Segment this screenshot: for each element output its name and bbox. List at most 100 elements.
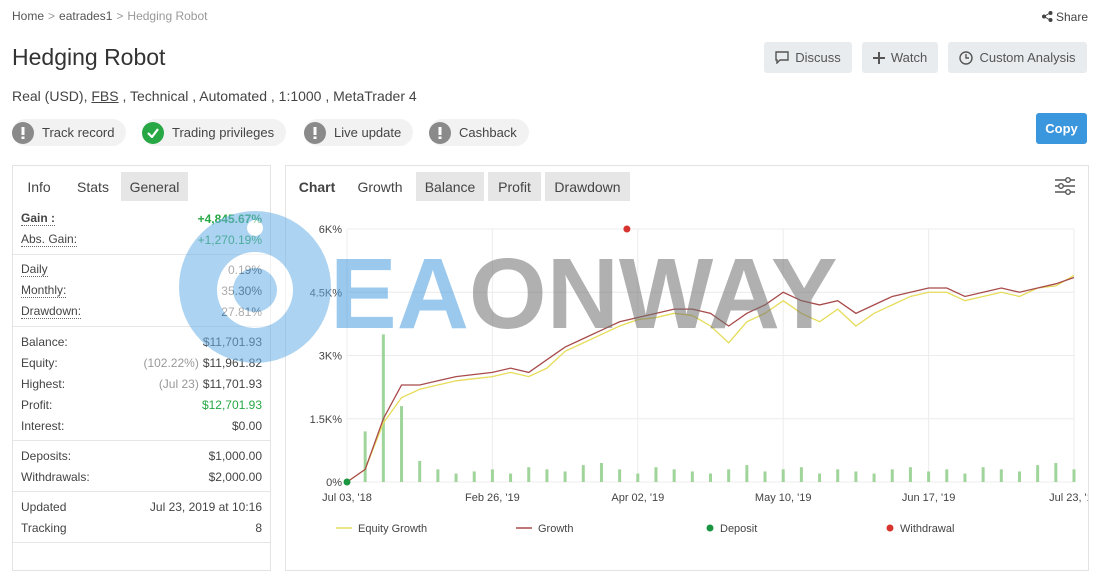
badge-label: Live update <box>334 125 402 140</box>
stats-value: $12,701.93 <box>201 397 262 412</box>
breadcrumb-item[interactable]: Home <box>12 9 45 23</box>
daily-bar <box>381 334 385 482</box>
icon <box>959 50 974 65</box>
breadcrumb-separator: > <box>116 9 124 23</box>
daily-bar <box>709 473 712 482</box>
stats-value: Jul 23, 2019 at 10:16 <box>149 499 262 514</box>
daily-bar <box>690 471 694 482</box>
stats-row: Balance: $11,701.93 <box>21 331 262 352</box>
stats-row: Profit: $12,701.93 <box>21 394 262 415</box>
stats-value: $2,000.00 <box>208 469 262 484</box>
stats-group: Balance: $11,701.93 Equity: (102.22%) $11,96… <box>13 327 270 441</box>
stats-label: Balance: <box>21 334 68 349</box>
settings-icon[interactable] <box>1054 176 1076 196</box>
stats-row: Equity: (102.22%) $11,961.82 <box>21 352 262 373</box>
tab[interactable]: Stats <box>77 178 109 195</box>
daily-bar <box>618 469 622 482</box>
daily-bar <box>1036 465 1040 482</box>
tab[interactable]: General <box>121 172 188 201</box>
account-details: , Technical , Automated , 1:1000 , MetaT… <box>122 88 417 104</box>
share-button[interactable]: Share <box>1041 10 1088 24</box>
button-label: Custom Analysis <box>979 50 1076 65</box>
page-title: Hedging Robot <box>12 44 166 70</box>
stats-value: +1,270.19% <box>197 232 262 247</box>
daily-bar <box>727 469 731 482</box>
daily-bar <box>400 406 404 482</box>
daily-bar <box>1054 463 1058 482</box>
watch-button[interactable]: Watch <box>862 42 938 73</box>
stats-row: Daily 0.19% <box>21 259 262 280</box>
status-badge: Track record <box>12 119 127 146</box>
stats-group: Daily 0.19% Monthly: 35.30% Drawdown: 27.81% <box>13 255 270 327</box>
badge-icon <box>12 121 34 144</box>
stats-label: Gain : <box>21 211 56 226</box>
stats-label: Profit: <box>21 397 53 412</box>
stats-label: Tracking <box>21 520 67 535</box>
daily-bar <box>945 469 949 482</box>
stats-value-wrap: 8 <box>255 521 262 535</box>
daily-bar <box>872 473 876 482</box>
stats-note: (Jul 23) <box>158 376 199 391</box>
stats-value: $11,701.93 <box>202 334 262 349</box>
tab[interactable]: Drawdown <box>545 172 630 201</box>
daily-bar <box>472 471 476 482</box>
account-type: Real (USD), <box>12 88 88 104</box>
daily-bar <box>999 469 1003 482</box>
broker-link[interactable]: FBS <box>91 88 119 104</box>
stats-label: Highest: <box>21 376 66 391</box>
stats-row: Interest: $0.00 <box>21 415 262 436</box>
breadcrumb-separator: > <box>48 9 56 23</box>
stats-row: Withdrawals: $2,000.00 <box>21 466 262 487</box>
stats-row: Abs. Gain: +1,270.19% <box>21 229 262 250</box>
stats-value-wrap: +1,270.19% <box>198 233 262 247</box>
stats-value-wrap: +4,845.67% <box>198 212 262 226</box>
custom-analysis-button[interactable]: Custom Analysis <box>948 42 1087 73</box>
icon <box>872 51 885 64</box>
daily-bar <box>527 467 531 482</box>
daily-bar <box>927 471 931 482</box>
stats-value: +4,845.67% <box>197 211 262 226</box>
legend-label: Equity Growth <box>358 523 427 535</box>
stats-value-wrap: Jul 23, 2019 at 10:16 <box>150 500 262 514</box>
stats-value: 0.19% <box>227 262 262 277</box>
stats-value: $11,961.82 <box>202 355 262 370</box>
y-tick-label: 4.5K% <box>310 287 343 299</box>
stats-row: Tracking 8 <box>21 517 262 538</box>
series-line <box>346 276 1075 483</box>
daily-bar <box>545 469 549 482</box>
badge-icon <box>142 121 164 144</box>
daily-bar <box>799 467 803 482</box>
stats-note: (102.22%) <box>143 355 199 370</box>
stats-row: Gain : +4,845.67% <box>21 208 262 229</box>
status-badge: Trading privileges <box>142 119 287 146</box>
discuss-button[interactable]: Discuss <box>764 42 852 73</box>
stats-value-wrap: 0.19% <box>228 263 262 277</box>
legend-marker <box>886 524 894 532</box>
tab[interactable]: Balance <box>416 172 484 201</box>
daily-bar <box>509 473 513 482</box>
copy-button[interactable]: Copy <box>1036 113 1087 144</box>
daily-bar <box>454 473 458 482</box>
daily-bar <box>436 469 440 482</box>
tab[interactable]: Info <box>27 178 51 195</box>
daily-bar <box>981 467 985 482</box>
breadcrumb-item: Hedging Robot <box>127 9 208 23</box>
tab[interactable]: Profit <box>488 172 541 201</box>
badge-icon <box>429 121 451 144</box>
x-tick-label: May 10, '19 <box>755 492 812 504</box>
x-tick-label: Apr 02, '19 <box>611 492 664 504</box>
daily-bar <box>363 431 367 482</box>
stats-value: $1,000.00 <box>208 448 262 463</box>
badge-label: Cashback <box>459 125 517 140</box>
breadcrumb-item[interactable]: eatrades1 <box>59 9 113 23</box>
tab[interactable]: Growth <box>357 178 403 195</box>
stats-value: 35.30% <box>221 283 262 298</box>
stats-label: Drawdown: <box>21 304 82 319</box>
daily-bar <box>636 473 640 482</box>
badge-label: Track record <box>42 125 115 140</box>
stats-value-wrap: $12,701.93 <box>202 398 262 412</box>
daily-bar <box>963 473 967 482</box>
stats-value-wrap: (102.22%) $11,961.82 <box>143 356 262 370</box>
stats-value: 27.81% <box>221 304 262 319</box>
